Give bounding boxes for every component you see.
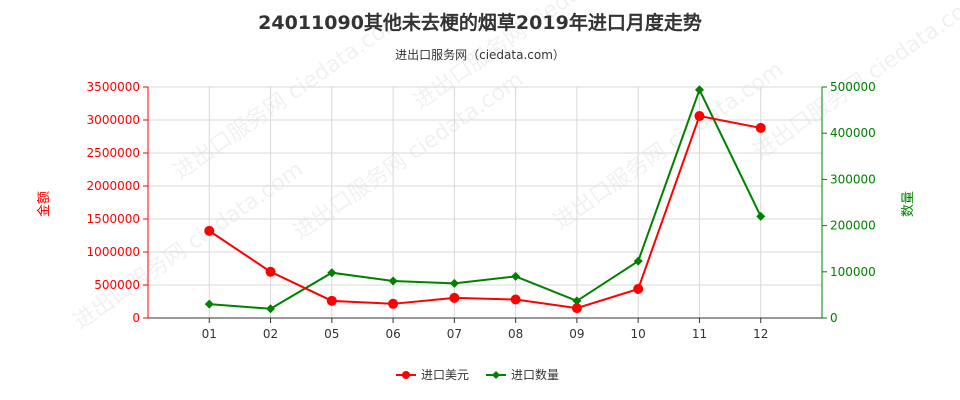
y-left-tick-label: 3000000 <box>87 113 140 127</box>
data-point-import-usd <box>204 225 215 236</box>
x-tick-label: 08 <box>508 327 523 341</box>
data-point-import-quantity <box>694 85 704 95</box>
y-right-axis-title: 数量 <box>901 191 916 217</box>
data-point-import-quantity <box>756 211 766 221</box>
chart-subtitle: 进出口服务网（ciedata.com） <box>395 47 565 62</box>
data-point-import-quantity <box>572 296 582 306</box>
axes <box>143 86 827 323</box>
y-right-tick-label: 300000 <box>830 172 876 186</box>
data-point-import-usd <box>449 292 460 303</box>
legend-label-import-usd: 进口美元 <box>421 368 469 382</box>
y-left-tick-label: 500000 <box>94 278 140 292</box>
y-left-tick-label: 1500000 <box>87 212 140 226</box>
y-left-tick-label: 1000000 <box>87 245 140 259</box>
x-tick-label: 05 <box>324 327 339 341</box>
y-left-tick-label: 2500000 <box>87 146 140 160</box>
y-left-tick-label: 2000000 <box>87 179 140 193</box>
tick-labels: 0500000100000015000002000000250000030000… <box>36 80 916 341</box>
y-right-tick-label: 0 <box>830 311 838 325</box>
data-point-import-usd <box>265 266 276 277</box>
data-point-import-quantity <box>633 256 643 266</box>
x-tick-label: 11 <box>692 327 707 341</box>
x-tick-label: 10 <box>631 327 646 341</box>
data-point-import-usd <box>694 111 705 122</box>
data-point-import-quantity <box>511 271 521 281</box>
series-line-import-quantity <box>209 87 762 310</box>
x-tick-label: 02 <box>263 327 278 341</box>
y-left-tick-label: 3500000 <box>87 80 140 94</box>
y-left-axis-title: 金额 <box>36 191 52 217</box>
data-point-import-usd <box>510 294 521 305</box>
data-point-import-quantity <box>266 304 276 314</box>
x-tick-label: 06 <box>385 327 400 341</box>
data-point-import-usd <box>326 295 337 306</box>
data-point-import-quantity <box>327 268 337 278</box>
x-tick-label: 09 <box>569 327 584 341</box>
legend-marker-import-usd <box>402 371 410 379</box>
y-left-tick-label: 0 <box>132 311 140 325</box>
legend-label-import-quantity: 进口数量 <box>511 367 559 382</box>
y-right-tick-label: 500000 <box>830 80 876 94</box>
x-tick-label: 01 <box>202 327 217 341</box>
data-point-import-quantity <box>388 276 398 286</box>
legend: 进口美元 进口数量 <box>396 367 559 382</box>
x-tick-label: 07 <box>447 327 462 341</box>
data-point-import-quantity <box>449 278 459 288</box>
series-layer <box>204 85 766 314</box>
data-point-import-usd <box>633 283 644 294</box>
y-right-tick-label: 200000 <box>830 219 876 233</box>
y-right-tick-label: 100000 <box>830 265 876 279</box>
series-line-import-usd <box>208 114 761 310</box>
data-point-import-usd <box>571 303 582 314</box>
legend-marker-import-quantity <box>492 371 500 379</box>
data-point-import-usd <box>755 122 766 133</box>
chart-title: 24011090其他未去梗的烟草2019年进口月度走势 <box>258 11 702 34</box>
data-point-import-quantity <box>204 299 214 309</box>
x-tick-label: 12 <box>753 327 768 341</box>
data-point-import-usd <box>388 298 399 309</box>
y-right-tick-label: 400000 <box>830 126 876 140</box>
